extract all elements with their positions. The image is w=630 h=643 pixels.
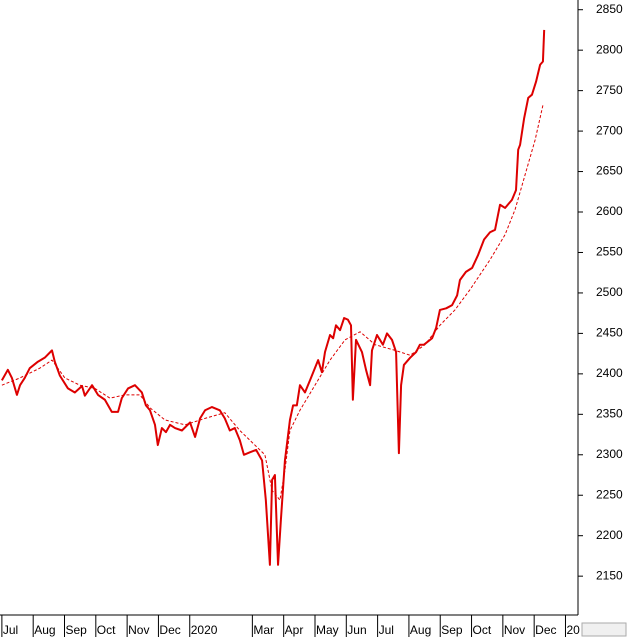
x-tick-label: Nov <box>128 623 149 637</box>
moving-average-line <box>1 105 544 501</box>
x-tick-label: Jul <box>3 623 18 637</box>
x-tick-label: Aug <box>410 623 431 637</box>
x-tick-label: Oct <box>97 623 116 637</box>
x-tick-label: Dec <box>535 623 556 637</box>
x-tick-label: Dec <box>159 623 180 637</box>
x-tick-label: Jun <box>347 623 366 637</box>
x-tick-label: Mar <box>253 623 274 637</box>
x-tick-label: Aug <box>34 623 55 637</box>
y-tick-label: 2300 <box>596 447 623 461</box>
y-tick-label: 2750 <box>596 83 623 97</box>
y-tick-label: 2600 <box>596 204 623 218</box>
x-tick-label: 2020 <box>191 623 218 637</box>
y-tick-label: 2200 <box>596 528 623 542</box>
x-tick-label: Nov <box>504 623 525 637</box>
y-tick-label: 2400 <box>596 366 623 380</box>
x-tick-label: Jul <box>379 623 394 637</box>
y-tick-label: 2250 <box>596 487 623 501</box>
x-tick-label: 20 <box>566 623 580 637</box>
y-tick-label: 2550 <box>596 245 623 259</box>
y-tick-label: 2850 <box>596 2 623 16</box>
y-tick-label: 2150 <box>596 568 623 582</box>
x-tick-label: Sep <box>66 623 88 637</box>
y-tick-label: 2800 <box>596 42 623 56</box>
x-tick-label: Oct <box>473 623 492 637</box>
y-tick-label: 2350 <box>596 406 623 420</box>
scroll-box <box>581 622 627 637</box>
y-tick-label: 2700 <box>596 123 623 137</box>
y-tick-label: 2650 <box>596 164 623 178</box>
x-tick-label: Sep <box>441 623 463 637</box>
price-line <box>1 29 546 566</box>
y-tick-label: 2450 <box>596 326 623 340</box>
y-tick-label: 2500 <box>596 285 623 299</box>
x-tick-label: May <box>316 623 339 637</box>
x-tick-label: Apr <box>285 623 304 637</box>
